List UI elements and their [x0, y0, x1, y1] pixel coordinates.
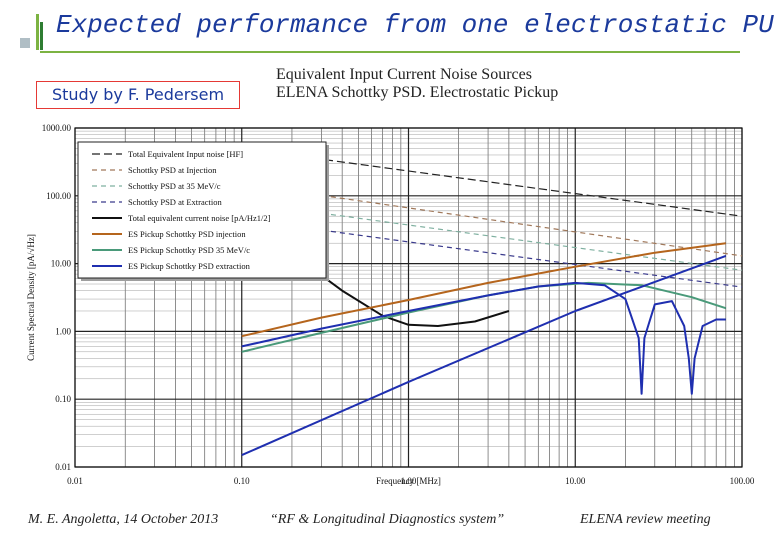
- legend-label: Schottky PSD at Injection: [128, 165, 217, 175]
- y-axis-label: Current Spectral Density [pA/√Hz]: [26, 234, 36, 361]
- footer-system-title: “RF & Longitudinal Diagnostics system”: [270, 512, 505, 527]
- title-underline: [40, 51, 740, 53]
- y-tick-label: 0.10: [55, 394, 71, 404]
- series-line: [241, 281, 727, 353]
- y-tick-label: 0.01: [55, 462, 71, 472]
- legend-label: ES Pickup Schottky PSD extraction: [128, 261, 251, 271]
- chart-subtitle: ELENA Schottky PSD. Electrostatic Pickup: [276, 84, 559, 101]
- legend-label: Total equivalent current noise [pA/Hz1/2…: [128, 213, 271, 223]
- slide-title: Expected performance from one electrosta…: [56, 10, 774, 40]
- y-tick-label: 1.00: [55, 326, 71, 336]
- title-decoration-bar: [36, 14, 39, 50]
- legend-label: Schottky PSD at 35 MeV/c: [128, 181, 221, 191]
- footer-author-date: M. E. Angoletta, 14 October 2013: [28, 512, 219, 527]
- title-decoration-bar-dark: [40, 22, 43, 50]
- chart-title-block: Equivalent Input Current Noise Sources E…: [276, 66, 558, 102]
- title-decoration-square: [20, 38, 30, 48]
- legend-box: [77, 141, 327, 279]
- y-tick-label: 100.00: [46, 191, 71, 201]
- x-tick-label: 0.01: [67, 476, 83, 486]
- x-tick-label: 1.00: [401, 476, 417, 486]
- x-tick-label: 10.00: [565, 476, 586, 486]
- legend-label: ES Pickup Schottky PSD injection: [128, 229, 246, 239]
- series-line: [241, 281, 726, 395]
- x-axis-label: Frequency [MHz]: [376, 476, 441, 486]
- series-line: [241, 242, 726, 338]
- x-tick-label: 0.10: [234, 476, 250, 486]
- legend-label: ES Pickup Schottky PSD 35 MeV/c: [128, 245, 250, 255]
- chart-title: Equivalent Input Current Noise Sources: [276, 66, 532, 83]
- x-tick-label: 100.00: [730, 476, 755, 486]
- y-tick-label: 1000.00: [42, 123, 72, 133]
- legend-label: Total Equivalent Input noise [HF]: [128, 149, 243, 159]
- footer-meeting: ELENA review meeting: [580, 512, 711, 527]
- legend-label: Schottky PSD at Extraction: [128, 197, 222, 207]
- series-line: [241, 254, 727, 457]
- y-tick-label: 10.00: [51, 259, 72, 269]
- study-note: Study by F. Pedersem: [36, 81, 240, 109]
- plot-frame: [74, 127, 743, 468]
